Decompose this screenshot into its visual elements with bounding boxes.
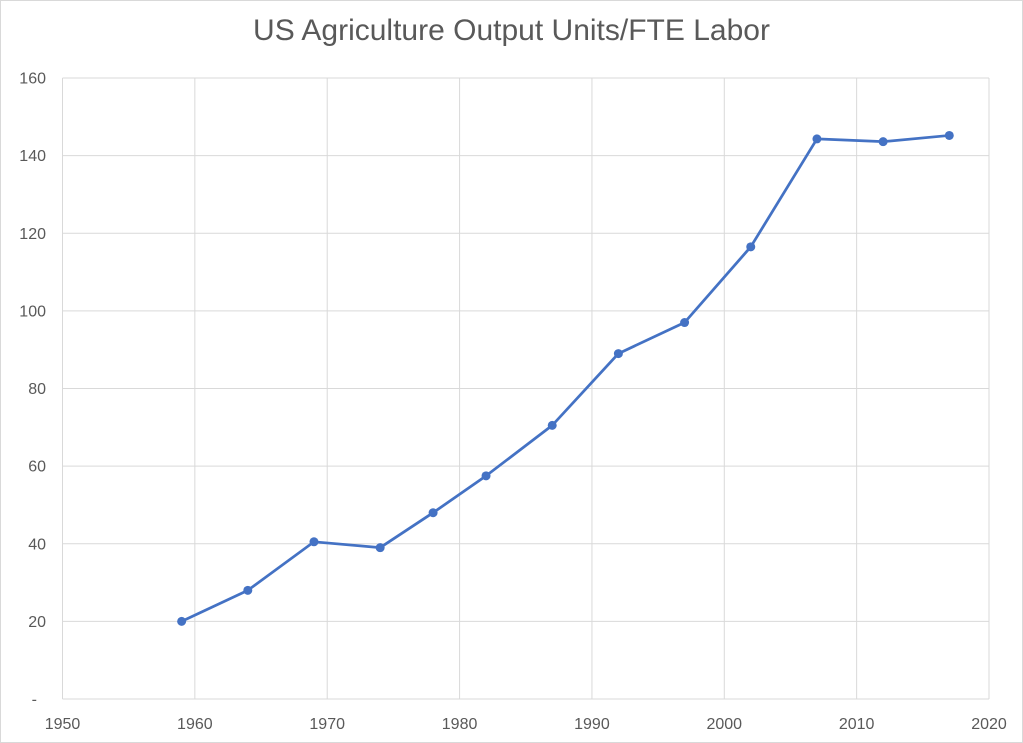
data-point-marker xyxy=(481,471,491,481)
data-point-markers xyxy=(177,130,954,626)
horizontal-gridlines xyxy=(62,77,989,700)
data-point-marker xyxy=(547,420,557,430)
x-axis-tick-label: 1970 xyxy=(309,716,345,733)
x-axis-tick-label: 2020 xyxy=(971,716,1007,733)
y-axis-tick-label: 60 xyxy=(28,459,46,476)
data-point-marker xyxy=(428,508,438,518)
x-axis-tick-label: 2010 xyxy=(839,716,875,733)
y-axis-tick-label: 20 xyxy=(28,614,46,631)
data-point-marker xyxy=(746,242,756,252)
y-axis-tick-label: 80 xyxy=(28,381,46,398)
data-point-marker xyxy=(177,616,187,626)
data-point-marker xyxy=(944,130,954,140)
y-axis-tick-label: 140 xyxy=(19,148,46,165)
data-point-marker xyxy=(375,543,385,553)
x-axis-tick-label: 2000 xyxy=(706,716,742,733)
y-axis-tick-label: 120 xyxy=(19,226,46,243)
data-point-marker xyxy=(309,537,319,547)
x-axis-tick-label: 1960 xyxy=(177,716,213,733)
x-axis-tick-label: 1950 xyxy=(45,716,81,733)
y-axis-tick-label: 40 xyxy=(28,536,46,553)
data-point-marker xyxy=(680,318,690,328)
x-axis-tick-label: 1980 xyxy=(442,716,478,733)
data-point-marker xyxy=(243,585,253,595)
x-axis-tick-labels: 1950 1960 1970 1980 1990 2000 2010 2020 xyxy=(45,716,1007,733)
data-point-marker xyxy=(613,349,623,359)
y-axis-tick-label: - xyxy=(32,692,37,709)
data-point-marker xyxy=(812,134,822,144)
y-axis-tick-labels: - 20 40 60 80 100 120 140 160 xyxy=(19,71,46,709)
data-point-marker xyxy=(878,137,888,147)
y-axis-tick-label: 100 xyxy=(19,303,46,320)
x-axis-tick-label: 1990 xyxy=(574,716,610,733)
data-series-line xyxy=(180,134,951,623)
y-axis-tick-label: 160 xyxy=(19,71,46,88)
